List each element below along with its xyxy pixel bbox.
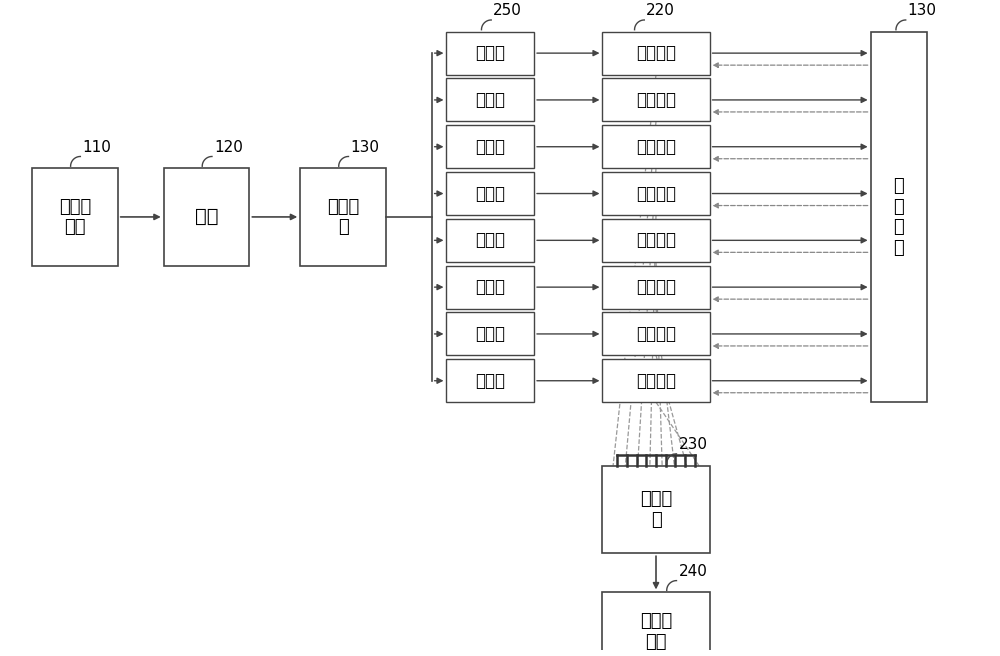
Bar: [446, 312, 534, 356]
Bar: [602, 312, 710, 356]
Bar: [602, 466, 710, 553]
Text: 光开关: 光开关: [475, 232, 505, 249]
Text: 120: 120: [214, 140, 243, 155]
Bar: [602, 359, 710, 402]
Text: 240: 240: [678, 564, 707, 579]
Text: 光环形器: 光环形器: [636, 232, 676, 249]
Bar: [164, 168, 249, 266]
Text: 130: 130: [908, 3, 937, 18]
Text: 光开关: 光开关: [475, 44, 505, 62]
Text: 光开关: 光开关: [475, 91, 505, 109]
Text: 光环形器: 光环形器: [636, 278, 676, 296]
Text: 光开关: 光开关: [475, 372, 505, 390]
Bar: [602, 125, 710, 168]
Bar: [446, 359, 534, 402]
Text: 光合束
器: 光合束 器: [640, 490, 672, 529]
Bar: [32, 168, 118, 266]
Text: 光环形器: 光环形器: [636, 138, 676, 155]
Bar: [446, 125, 534, 168]
Text: 光环形器: 光环形器: [636, 372, 676, 390]
Text: 光环形器: 光环形器: [636, 91, 676, 109]
Text: 110: 110: [82, 140, 111, 155]
Text: 光开关: 光开关: [475, 325, 505, 343]
Text: 220: 220: [646, 3, 675, 18]
Text: 光环形器: 光环形器: [636, 325, 676, 343]
Text: 光环形器: 光环形器: [636, 44, 676, 62]
Text: 激光发
射器: 激光发 射器: [59, 197, 91, 236]
Text: 130: 130: [350, 140, 379, 155]
Text: 230: 230: [678, 437, 707, 452]
Text: 光开关: 光开关: [475, 138, 505, 155]
Bar: [602, 592, 710, 656]
Text: 光开关: 光开关: [475, 184, 505, 203]
Text: 250: 250: [493, 3, 522, 18]
Text: 光纤: 光纤: [195, 207, 218, 226]
Text: 光开关: 光开关: [475, 278, 505, 296]
Bar: [446, 31, 534, 75]
Bar: [300, 168, 386, 266]
Text: 光
学
单
元: 光 学 单 元: [893, 176, 904, 257]
Text: 光分束
器: 光分束 器: [327, 197, 359, 236]
Bar: [446, 266, 534, 308]
Bar: [602, 219, 710, 262]
Bar: [871, 31, 927, 402]
Bar: [446, 172, 534, 215]
Bar: [602, 266, 710, 308]
Bar: [446, 79, 534, 121]
Text: 激光接
收器: 激光接 收器: [640, 612, 672, 651]
Bar: [602, 79, 710, 121]
Bar: [446, 219, 534, 262]
Bar: [602, 172, 710, 215]
Text: 光环形器: 光环形器: [636, 184, 676, 203]
Bar: [602, 31, 710, 75]
